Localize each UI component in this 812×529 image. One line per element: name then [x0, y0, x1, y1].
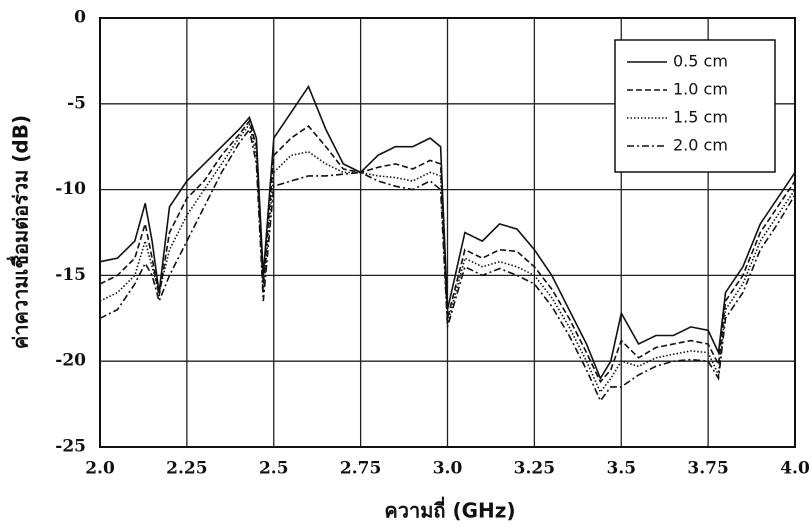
x-tick-label: 2.75	[340, 459, 381, 479]
data-line	[99, 122, 796, 394]
y-tick-label: 0	[74, 8, 86, 28]
legend-label: 0.5 cm	[673, 52, 728, 71]
x-tick-label: 3.75	[687, 459, 728, 479]
x-tick-label: 2.25	[166, 459, 207, 479]
legend-label: 1.5 cm	[673, 108, 728, 127]
data-line	[99, 119, 796, 384]
x-tick-label: 3.0	[433, 459, 463, 479]
x-tick-label: 3.5	[606, 459, 636, 479]
data-line	[99, 84, 796, 381]
y-tick-label: -10	[55, 179, 86, 199]
y-tick-label: -25	[55, 437, 86, 457]
y-tick-label: -5	[67, 93, 86, 113]
y-tick-label: -15	[55, 265, 86, 285]
x-tick-label: 3.25	[514, 459, 555, 479]
y-tick-label: -20	[55, 351, 86, 371]
y-axis-label: ค่าความเชื่อมต่อร่วม (dB)	[6, 115, 33, 349]
x-tick-label: 4.0	[780, 459, 810, 479]
x-tick-label: 2.0	[85, 459, 115, 479]
plot-frame	[99, 17, 796, 448]
x-tick-label: 2.5	[259, 459, 289, 479]
x-axis-label: ความถี่ (GHz)	[384, 496, 515, 523]
legend-label: 2.0 cm	[673, 136, 728, 155]
data-line	[99, 127, 796, 403]
legend-label: 1.0 cm	[673, 80, 728, 99]
